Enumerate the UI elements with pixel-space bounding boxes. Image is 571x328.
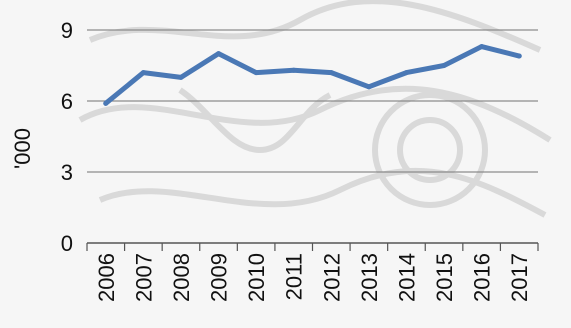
gridlines: [87, 29, 538, 173]
data-point-2012: [328, 70, 334, 76]
y-axis-label: '000: [10, 128, 35, 169]
axes: [86, 242, 539, 251]
data-point-2014: [403, 70, 409, 76]
x-tick-label-2008: 2008: [169, 253, 194, 302]
data-point-2013: [366, 84, 372, 90]
data-point-2006: [103, 100, 109, 106]
x-tick-label-2017: 2017: [507, 253, 532, 302]
x-tick-label-2016: 2016: [470, 253, 495, 302]
series-line-0: [103, 44, 522, 106]
labels: 0 3 6 9 2006 2007 2008 2009 2010 2011 2012 2013 2014…: [10, 18, 532, 302]
x-tick-label-2012: 2012: [319, 253, 344, 302]
data-point-2007: [140, 70, 146, 76]
x-tick-label-2013: 2013: [357, 253, 382, 302]
y-tick-label-6: 6: [61, 89, 73, 114]
y-tick-label-9: 9: [61, 18, 73, 43]
data-point-2015: [441, 63, 447, 68]
data-point-2008: [178, 74, 184, 80]
background-artwork: [78, 0, 552, 218]
x-tick-label-2010: 2010: [244, 253, 269, 302]
y-tick-label-3: 3: [61, 160, 73, 185]
data-point-2009: [216, 51, 222, 57]
series-layer: [103, 44, 522, 106]
y-tick-label-0: 0: [61, 231, 73, 256]
x-tick-label-2014: 2014: [394, 253, 419, 302]
x-tick-label-2015: 2015: [432, 253, 457, 302]
x-tick-label-2006: 2006: [94, 253, 119, 302]
x-tick-label-2007: 2007: [131, 253, 156, 302]
data-point-2010: [253, 70, 259, 76]
x-tick-label-2011: 2011: [282, 253, 307, 300]
data-point-2017: [516, 53, 522, 59]
data-point-2011: [291, 67, 297, 73]
x-tick-label-2009: 2009: [207, 253, 232, 302]
data-point-2016: [479, 44, 485, 50]
